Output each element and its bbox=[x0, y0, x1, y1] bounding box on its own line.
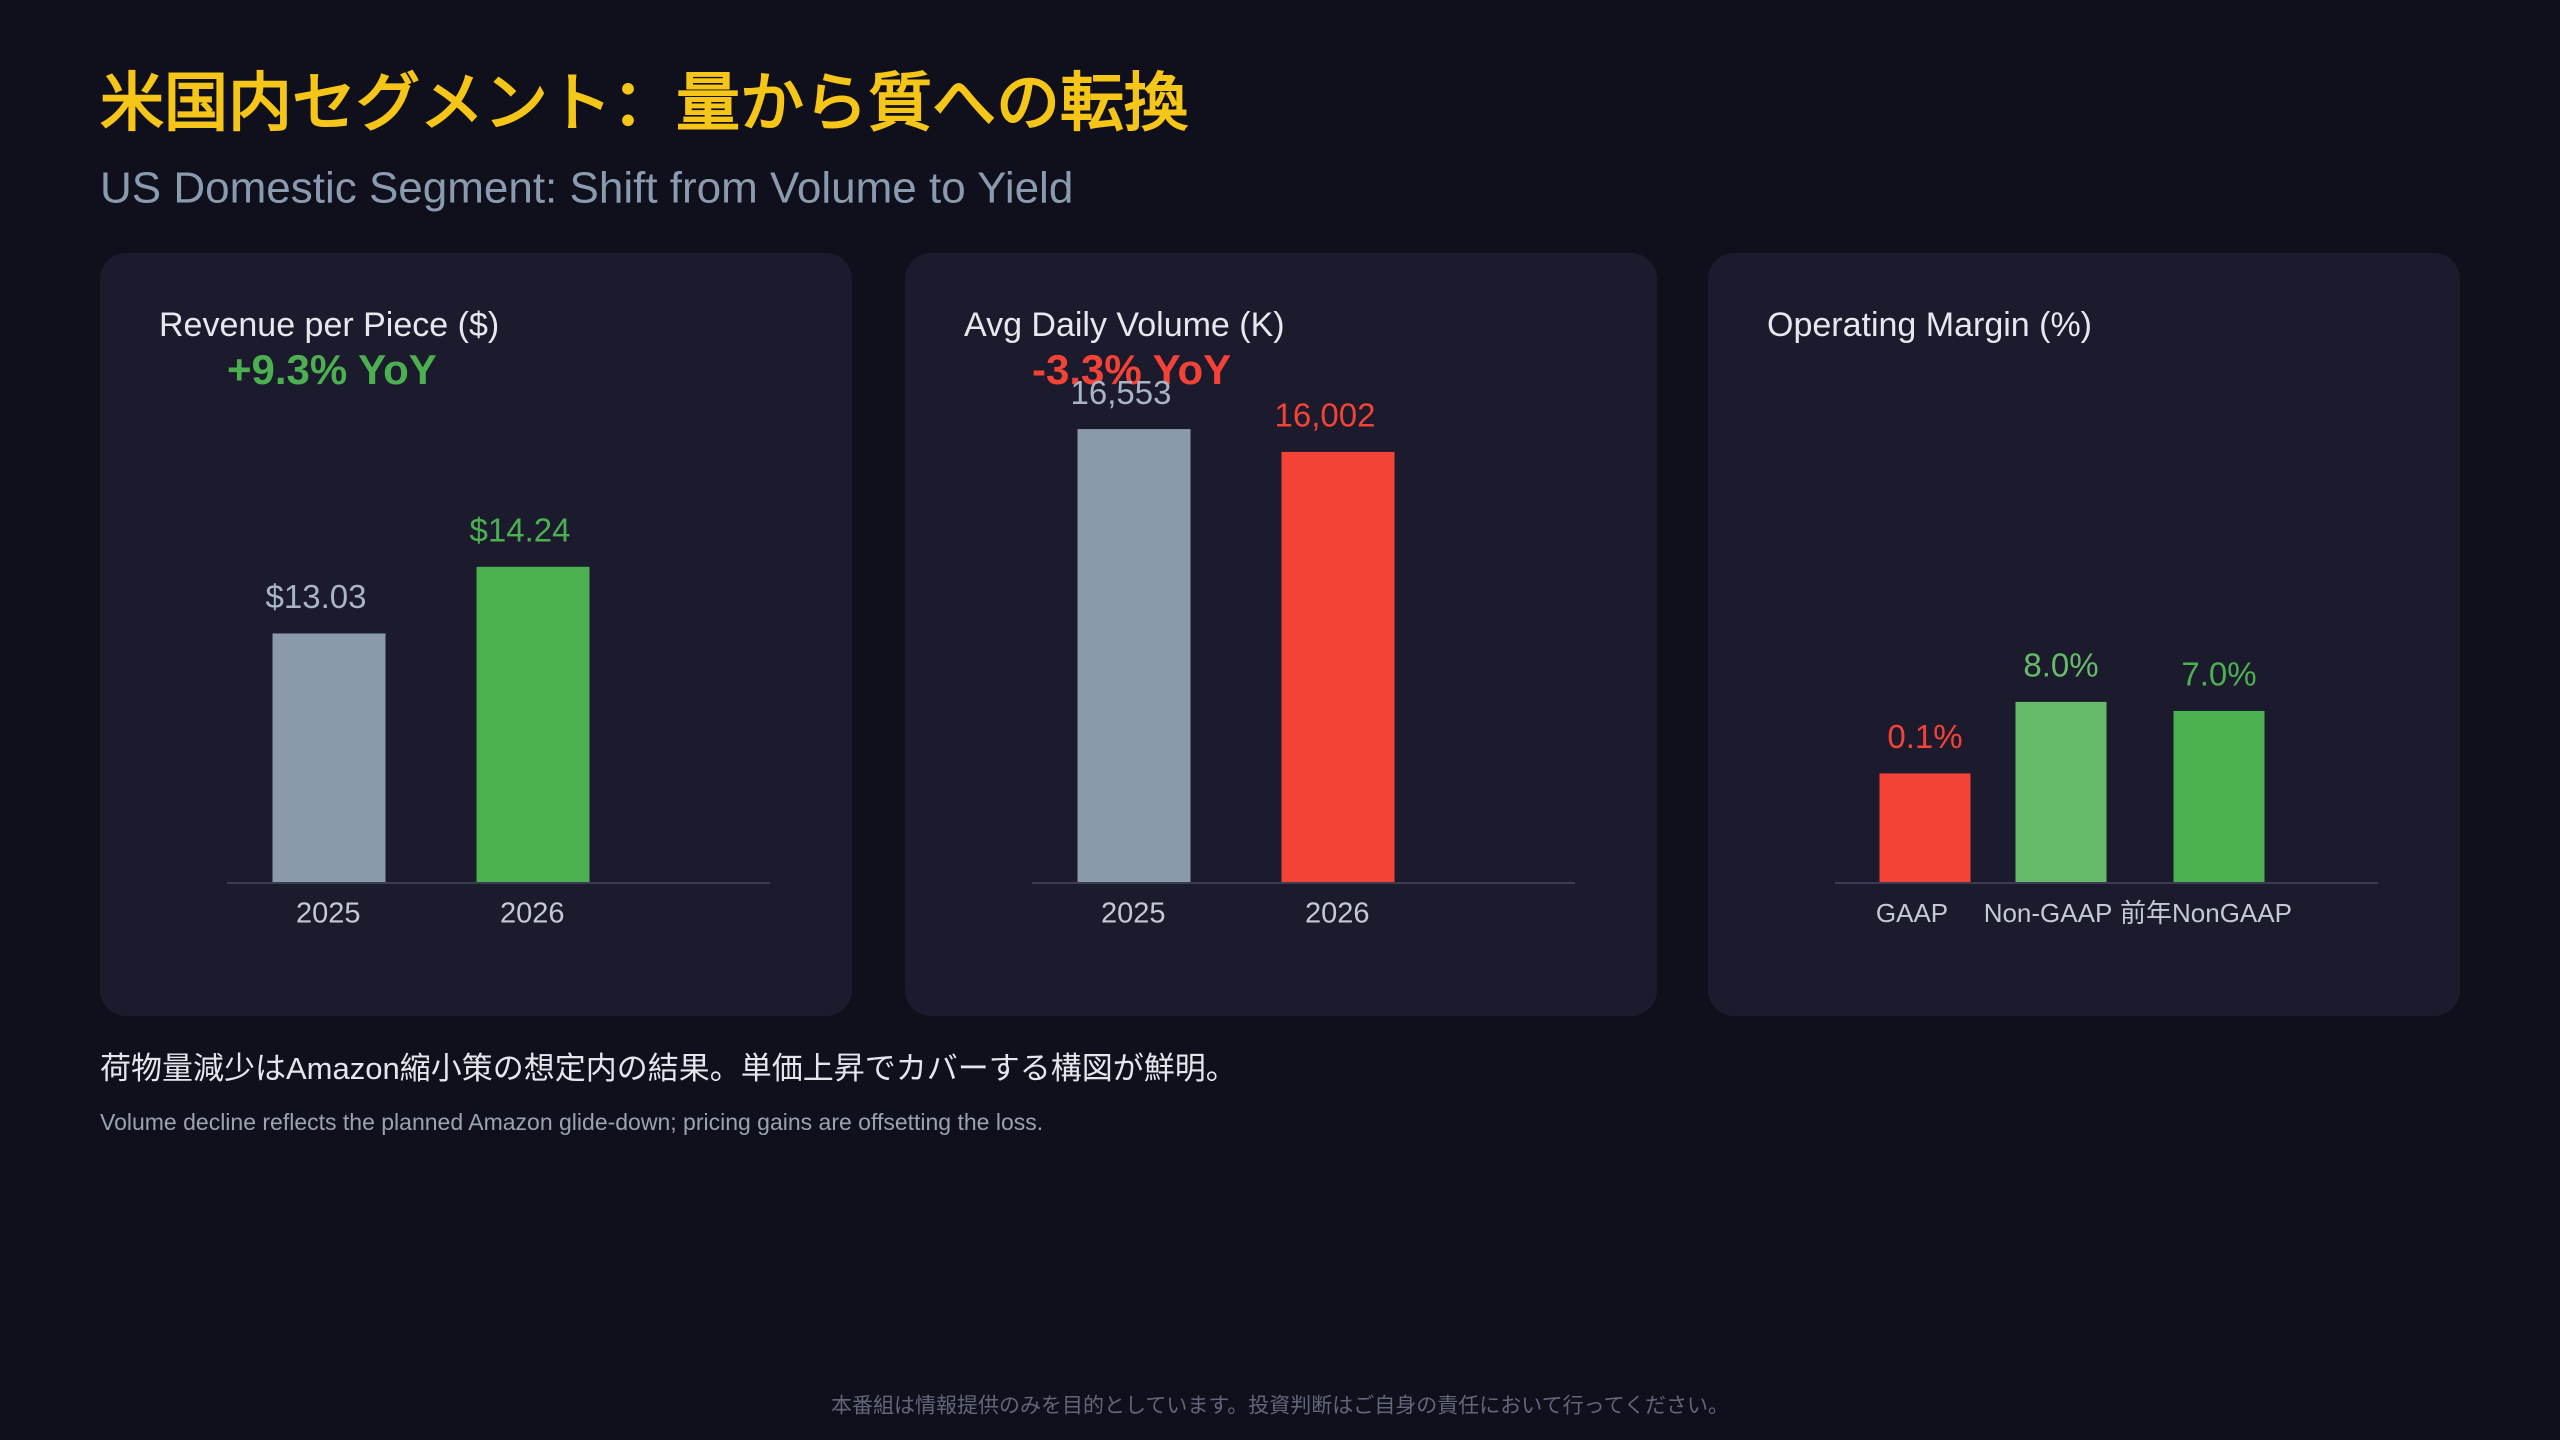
bar bbox=[272, 633, 386, 883]
x-tick-label: 前年NonGAAP bbox=[2120, 898, 2292, 928]
bar bbox=[2015, 701, 2107, 883]
value-label: 8.0% bbox=[2023, 647, 2098, 684]
x-tick-label: Non-GAAP bbox=[1984, 898, 2113, 928]
slide-subtitle: US Domestic Segment: Shift from Volume t… bbox=[100, 164, 1073, 213]
value-label: 0.1% bbox=[1887, 718, 1962, 755]
disclaimer: 本番組は情報提供のみを目的としています。投資判断はご自身の責任において行ってくだ… bbox=[831, 1395, 1729, 1418]
panel bbox=[100, 253, 852, 1016]
bar bbox=[1281, 451, 1395, 883]
chart-title: Revenue per Piece ($) bbox=[159, 306, 499, 344]
yoy-annotation: -3.3% YoY bbox=[1032, 346, 1231, 393]
value-label: 16,553 bbox=[1071, 374, 1172, 411]
bar bbox=[2173, 710, 2265, 883]
slide-title: 米国内セグメント：量から質への転換 bbox=[100, 67, 1189, 139]
panel bbox=[905, 253, 1657, 1016]
bar bbox=[476, 566, 590, 883]
x-tick-label: 2025 bbox=[296, 898, 361, 930]
bar bbox=[1879, 773, 1971, 883]
chart-title: Operating Margin (%) bbox=[1767, 306, 2092, 344]
x-tick-label: 2025 bbox=[1101, 898, 1166, 930]
x-tick-label: 2026 bbox=[1305, 898, 1370, 930]
yoy-annotation: +9.3% YoY bbox=[227, 346, 437, 393]
note-en: Volume decline reflects the planned Amaz… bbox=[100, 1109, 1043, 1135]
chart-title: Avg Daily Volume (K) bbox=[964, 306, 1285, 344]
bar bbox=[1077, 429, 1191, 883]
value-label: $14.24 bbox=[470, 512, 571, 549]
x-tick-label: GAAP bbox=[1876, 898, 1948, 928]
value-label: 16,002 bbox=[1275, 397, 1376, 434]
value-label: $13.03 bbox=[266, 578, 367, 615]
x-tick-label: 2026 bbox=[500, 898, 565, 930]
value-label: 7.0% bbox=[2181, 656, 2256, 693]
note-ja: 荷物量減少はAmazon縮小策の想定内の結果。単価上昇でカバーする構図が鮮明。 bbox=[100, 1051, 1237, 1086]
